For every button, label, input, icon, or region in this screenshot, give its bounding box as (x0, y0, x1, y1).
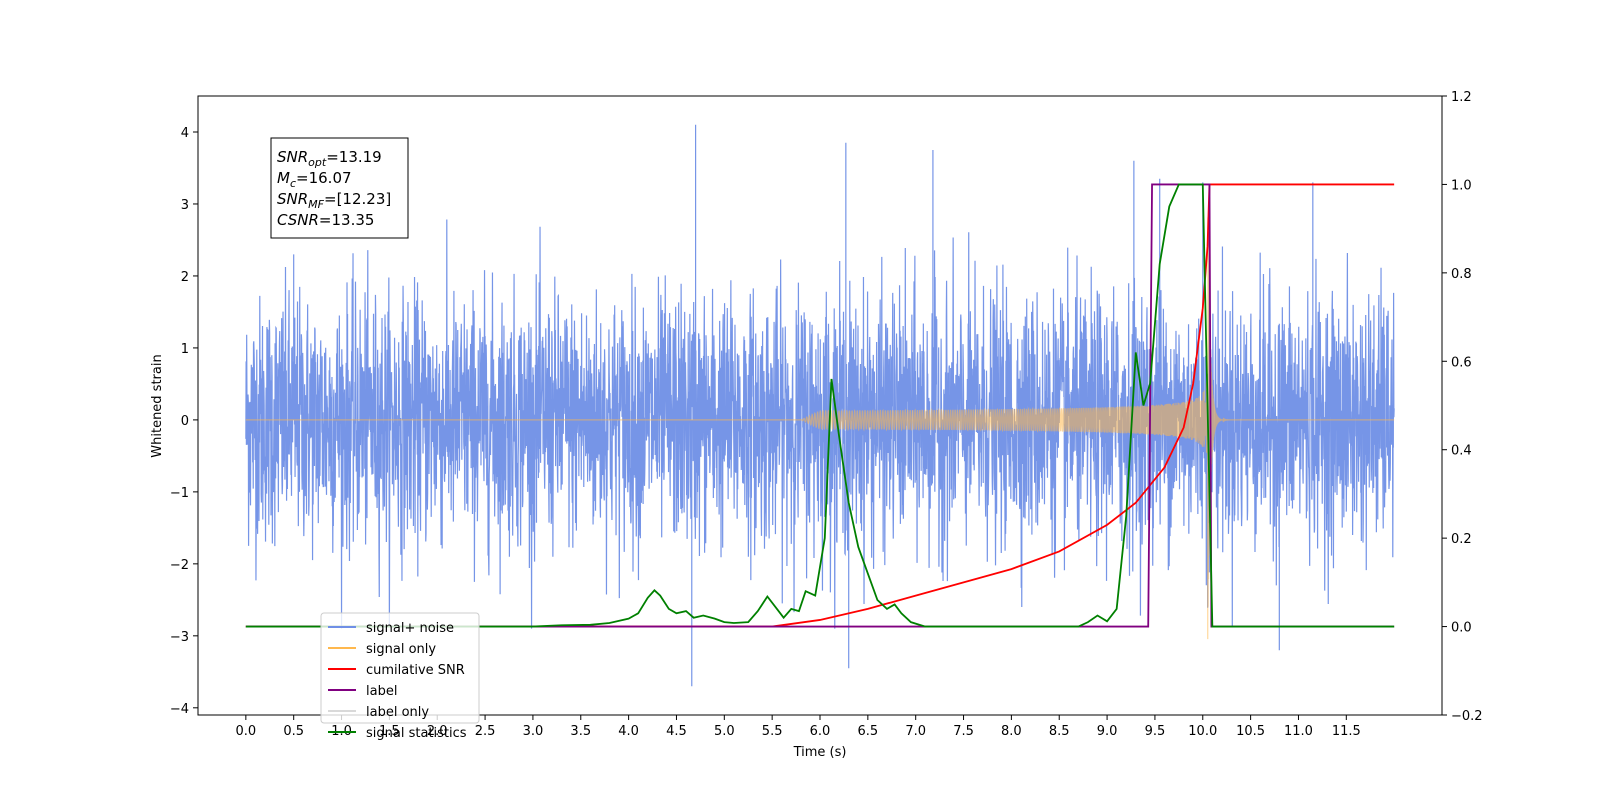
y2-tick-label: 0.4 (1451, 444, 1472, 459)
legend-frame (320, 612, 480, 724)
x-tick-label: 5.5 (762, 724, 783, 739)
y-tick-label: −4 (170, 702, 189, 717)
plot-area (245, 124, 1395, 687)
y-tick-label: −2 (170, 558, 189, 573)
x-tick-label: 9.0 (1097, 724, 1118, 739)
x-tick-label: 7.0 (905, 724, 926, 739)
x-tick-label: 6.5 (858, 724, 879, 739)
x-tick-label: 9.5 (1145, 724, 1166, 739)
x-tick-label: 4.5 (666, 724, 687, 739)
y-tick-label: 1 (181, 342, 189, 357)
y-axis-ticks: 4 3 2 1 0 −1 −2 −3 −4 (170, 126, 198, 717)
y2-tick-label: 0.6 (1451, 355, 1472, 370)
series-signal-only-line (245, 217, 1395, 640)
x-tick-label: 3.0 (523, 724, 544, 739)
x-tick-label: 8.0 (1001, 724, 1022, 739)
y-tick-label: 4 (181, 126, 189, 141)
series-layer (245, 124, 1395, 687)
x-tick-label: 10.5 (1236, 724, 1265, 739)
y-tick-label: −1 (170, 486, 189, 501)
y-tick-label: 3 (181, 198, 189, 213)
x-tick-label: 6.0 (810, 724, 831, 739)
x-tick-label: 10.0 (1188, 724, 1217, 739)
x-tick-label: 5.0 (714, 724, 735, 739)
legend-label: cumilative SNR (366, 663, 465, 678)
legend-label: signal+ noise (366, 621, 454, 636)
legend-label: signal only (366, 642, 436, 657)
y2-tick-label: 0.2 (1451, 532, 1472, 547)
stats-annotation-box: SNRopt=13.19Mc=16.07SNRMF=[12.23]CSNR=13… (270, 137, 409, 239)
x-tick-label: 1.5 (379, 724, 400, 739)
y2-tick-label: −0.2 (1451, 709, 1483, 724)
y-tick-label: 2 (181, 270, 189, 285)
x-axis-ticks: 0.0 0.5 1.0 1.5 2.0 2.5 3.0 3.5 4.0 4.5 5.0 5.5 6.0 6… (236, 715, 1361, 739)
stats-box-frame (270, 137, 409, 239)
legend-label: label only (366, 705, 429, 720)
x-tick-label: 11.0 (1284, 724, 1313, 739)
legend-label: signal statistics (366, 726, 467, 741)
legend-label: label (366, 684, 397, 699)
y-tick-label: 0 (181, 414, 189, 429)
x-tick-label: 7.5 (953, 724, 974, 739)
stats-line: SNRopt=13.19 (277, 148, 382, 169)
x-tick-label: 0.0 (236, 724, 257, 739)
stats-line: SNRMF=[12.23] (277, 190, 391, 211)
y2-axis-ticks: 1.2 1.0 0.8 0.6 0.4 0.2 0.0 −0.2 (1442, 90, 1483, 724)
y2-tick-label: 0.0 (1451, 621, 1472, 636)
y-tick-label: −3 (170, 630, 189, 645)
y-axis-label: Whitened strain (150, 354, 165, 457)
x-tick-label: 4.0 (618, 724, 639, 739)
x-tick-label: 3.5 (570, 724, 591, 739)
x-axis-label: Time (s) (793, 745, 847, 760)
y2-tick-label: 0.8 (1451, 267, 1472, 282)
x-tick-label: 0.5 (283, 724, 304, 739)
stats-line: CSNR=13.35 (277, 211, 374, 229)
series-signal-statistics-line (245, 183, 1395, 628)
y2-tick-label: 1.0 (1451, 178, 1472, 193)
x-tick-label: 2.5 (475, 724, 496, 739)
x-tick-label: 11.5 (1332, 724, 1361, 739)
series-signal-noise-line (245, 124, 1395, 687)
y2-tick-label: 1.2 (1451, 90, 1472, 105)
x-tick-label: 8.5 (1049, 724, 1070, 739)
x-tick-label: 2.0 (427, 724, 448, 739)
legend: signal+ noise signal only cumilative SNR la… (320, 612, 480, 741)
stats-line: Mc=16.07 (277, 169, 352, 190)
